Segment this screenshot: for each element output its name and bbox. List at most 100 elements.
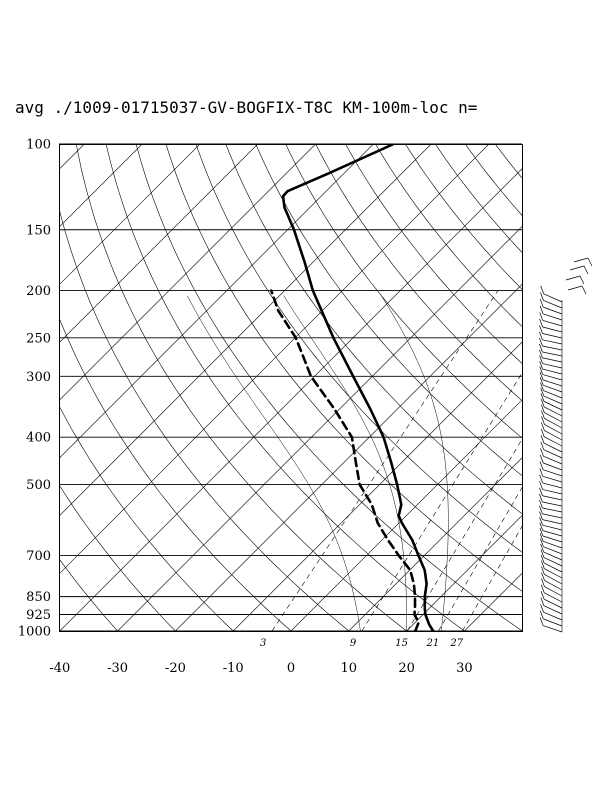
wind-barb-staff <box>542 513 563 519</box>
wind-barb-feather <box>539 610 544 620</box>
wind-barb-staff <box>544 574 563 585</box>
isotherm-line <box>59 144 259 344</box>
wind-barb-feather <box>539 499 543 509</box>
pressure-tick-label: 300 <box>26 370 51 385</box>
temperature-tick-labels: -40 -30 -20 -10 0 10 20 30 <box>49 661 472 676</box>
temperature-tick-label: -40 <box>49 661 70 676</box>
isotherm-line <box>59 144 143 228</box>
wind-barb-staff <box>543 546 563 555</box>
wind-barb-feather <box>541 566 545 575</box>
wind-barb-feather <box>540 584 545 593</box>
wind-barb-feather <box>539 481 543 490</box>
dry-adiabat-line <box>59 404 234 631</box>
temperature-profile-line <box>281 144 435 631</box>
wind-barb-staff <box>544 580 563 591</box>
wind-barb-feather <box>539 522 544 531</box>
wind-barb-staff <box>542 524 563 531</box>
wind-barb-staff <box>542 320 563 327</box>
wind-barb-feather <box>539 468 544 477</box>
wind-barb-staff <box>565 275 581 281</box>
wind-barb-staff <box>542 482 563 489</box>
wind-barbs <box>539 257 593 633</box>
wind-barb-feather <box>540 591 545 600</box>
wind-barb-feather <box>540 285 545 294</box>
isotherm-line <box>117 226 522 631</box>
isotherm-line <box>59 144 490 575</box>
wind-barb-staff <box>567 285 583 291</box>
isotherm-line <box>59 144 316 402</box>
pressure-tick-label: 500 <box>26 478 51 493</box>
wind-barb-staff <box>544 424 563 435</box>
wind-barb-feather <box>540 543 544 553</box>
wind-barb-feather <box>539 305 544 314</box>
wind-barb-feather <box>541 578 545 587</box>
background-lines <box>59 144 612 631</box>
dry-adiabat-line <box>75 144 407 631</box>
wind-barb-staff <box>544 592 563 603</box>
dry-adiabat-line <box>255 144 522 477</box>
dry-adiabat-line <box>195 144 522 553</box>
wind-barb-staff <box>543 562 563 573</box>
wind-barb-staff <box>543 401 563 411</box>
wind-barb-staff <box>542 339 563 345</box>
wind-barb-feather <box>540 292 544 301</box>
wind-barb-feather <box>540 428 545 437</box>
wind-barb-feather <box>540 538 544 547</box>
mixing-ratio-line <box>407 438 522 631</box>
chart-title: avg ./1009-01715037-GV-BOGFIX-T8C KM-100… <box>15 98 477 117</box>
wind-barb-staff <box>543 395 563 405</box>
plot-frame <box>59 144 523 632</box>
dry-adiabat-line <box>59 484 176 631</box>
dry-adiabat-line <box>315 144 522 401</box>
dry-adiabat-line <box>165 144 522 592</box>
wind-barb-feather <box>540 549 545 558</box>
temperature-tick-label: 20 <box>398 661 415 676</box>
wind-barb-feather <box>540 393 545 402</box>
wind-barb-staff <box>542 530 563 537</box>
wind-barb-staff <box>543 557 563 567</box>
mixing-ratio-label: 3 <box>260 638 266 649</box>
wind-barb-staff <box>542 351 563 357</box>
wind-barb-staff <box>543 462 563 471</box>
wind-barb-feather <box>539 487 543 496</box>
temperature-tick-label: -30 <box>107 661 128 676</box>
wind-barb-staff <box>542 357 563 363</box>
wind-barb-staff <box>542 345 563 351</box>
dry-adiabat-line <box>345 144 522 364</box>
wind-barb-staff <box>544 412 563 423</box>
mixing-ratio-line <box>271 290 499 631</box>
wind-barb-feather <box>539 527 544 537</box>
dry-adiabat-line <box>59 558 118 631</box>
pressure-tick-label: 200 <box>26 284 51 299</box>
isotherm-line <box>59 144 201 286</box>
wind-barb-feather <box>540 441 545 450</box>
wind-barb-staff <box>543 456 563 465</box>
wind-barb-staff <box>542 495 563 501</box>
dry-adiabat-line <box>59 316 292 631</box>
wind-barb-feather <box>583 265 589 275</box>
wind-barb-staff <box>544 436 563 447</box>
temperature-tick-label: -20 <box>165 661 186 676</box>
wind-barb-staff <box>569 265 585 271</box>
wind-barb-feather <box>587 257 593 267</box>
wind-barb-feather <box>539 505 543 515</box>
dewpoint-profile-line <box>270 289 420 631</box>
mixing-ratio-label: 15 <box>395 638 408 649</box>
wind-barb-staff <box>542 374 563 381</box>
wind-barb-staff <box>542 501 563 507</box>
wind-barb-staff <box>543 390 563 399</box>
dry-adiabat-line <box>405 144 522 290</box>
wind-barb-feather <box>539 617 544 626</box>
dry-adiabat-line <box>434 144 522 253</box>
wind-barb-staff <box>543 611 563 621</box>
wind-barb-staff <box>542 379 563 387</box>
isotherm-line <box>580 144 612 631</box>
wind-barb-staff <box>542 368 563 375</box>
pressure-tick-label: 400 <box>26 431 51 446</box>
wind-barb-staff <box>542 326 563 333</box>
dry-adiabat-line <box>59 207 349 631</box>
wind-barb-feather <box>539 318 543 328</box>
isotherm-line <box>232 341 522 631</box>
wind-barb-feather <box>541 416 545 425</box>
